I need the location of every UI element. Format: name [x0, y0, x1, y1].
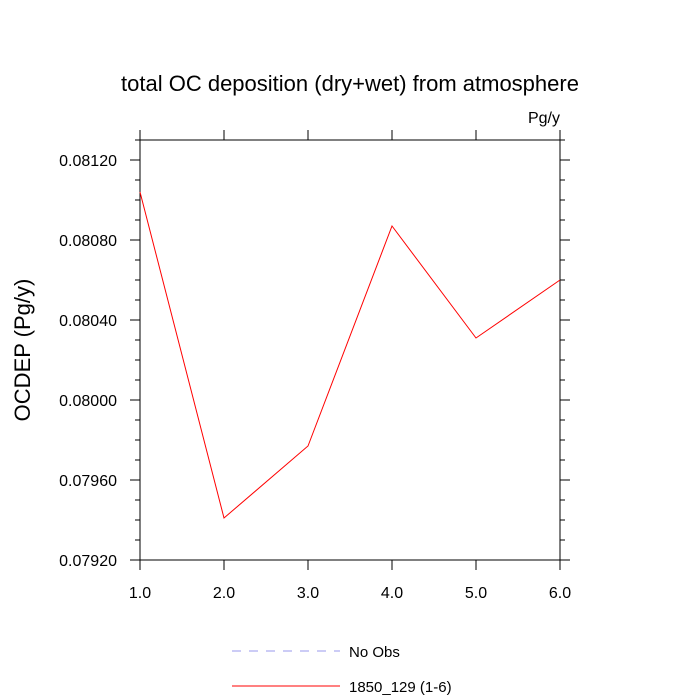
x-tick-label: 6.0 — [549, 585, 571, 602]
y-axis-label: OCDEP (Pg/y) — [10, 279, 35, 422]
series-layer — [139, 191, 562, 520]
plot-frame — [139, 139, 561, 561]
legend: No Obs 1850_129 (1-6) — [232, 644, 452, 696]
x-tick-label: 3.0 — [297, 585, 319, 602]
data-point — [139, 191, 142, 194]
chart-title: total OC deposition (dry+wet) from atmos… — [121, 71, 579, 96]
series-line — [139, 191, 561, 519]
y-tick-label: 0.08040 — [59, 313, 117, 330]
data-point — [391, 225, 394, 228]
data-point — [223, 517, 226, 520]
data-point — [475, 337, 478, 340]
y-tick-label: 0.08080 — [59, 233, 117, 250]
y-tick-label: 0.08120 — [59, 153, 117, 170]
y-tick-label: 0.07960 — [59, 473, 117, 490]
y-tick-label: 0.08000 — [59, 393, 117, 410]
x-tick-label: 5.0 — [465, 585, 487, 602]
data-point — [559, 279, 562, 282]
y-tick-label: 0.07920 — [59, 553, 117, 570]
units-label: Pg/y — [528, 110, 560, 127]
data-point — [307, 445, 310, 448]
legend-label: 1850_129 (1-6) — [349, 679, 452, 696]
x-tick-label: 4.0 — [381, 585, 403, 602]
legend-label: No Obs — [349, 644, 400, 661]
x-tick-label: 1.0 — [129, 585, 151, 602]
ticks-layer: 1.0 2.0 3.0 4.0 5.0 6.0 0.07920 0.07960 0.08000 0… — [59, 130, 571, 602]
x-tick-label: 2.0 — [213, 585, 235, 602]
